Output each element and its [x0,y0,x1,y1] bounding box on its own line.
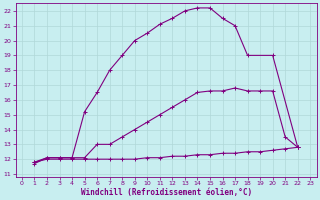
X-axis label: Windchill (Refroidissement éolien,°C): Windchill (Refroidissement éolien,°C) [81,188,252,197]
